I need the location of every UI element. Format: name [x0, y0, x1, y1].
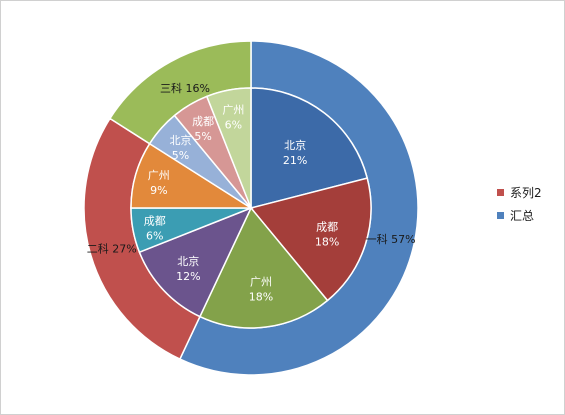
inner-label-pct-7: 5%: [194, 130, 211, 143]
inner-label-pct-5: 9%: [150, 184, 167, 197]
inner-label-pct-8: 6%: [225, 119, 242, 132]
outer-ring: [83, 40, 419, 376]
inner-slice-2: [198, 206, 329, 329]
inner-label-name-5: 广州: [148, 169, 170, 182]
legend-swatch-0: [497, 189, 504, 196]
inner-label-name-4: 成都: [144, 214, 166, 227]
inner-label-name-8: 广州: [222, 104, 244, 117]
outer-label-2: 三科 16%: [160, 81, 210, 95]
inner-ring: [130, 87, 372, 329]
inner-label-name-1: 成都: [316, 221, 338, 234]
outer-label-0: 一科 57%: [366, 232, 416, 246]
inner-label-pct-6: 5%: [172, 149, 189, 162]
inner-slice-1: [249, 177, 372, 302]
inner-label-pct-3: 12%: [176, 270, 200, 283]
inner-slice-8: [205, 87, 252, 209]
outer-label-1: 二科 27%: [87, 241, 137, 255]
legend-label-0: 系列2: [510, 186, 542, 200]
inner-label-pct-4: 6%: [146, 229, 163, 242]
inner-label-pct-1: 18%: [315, 236, 339, 249]
inner-label-pct-0: 21%: [283, 154, 307, 167]
inner-label-name-6: 北京: [169, 133, 191, 147]
inner-label-name-7: 成都: [192, 115, 214, 128]
inner-label-name-0: 北京: [284, 138, 306, 152]
legend-swatch-1: [497, 212, 504, 219]
inner-label-name-2: 广州: [250, 275, 272, 288]
inner-label-pct-2: 18%: [249, 290, 273, 303]
inner-slice-3: [138, 206, 253, 318]
outer-ring-labels: 一科 57% 二科 27% 三科 16%: [87, 81, 416, 256]
inner-label-name-3: 北京: [177, 254, 199, 268]
legend-label-1: 汇总: [510, 209, 534, 223]
inner-slice-0: [250, 87, 369, 209]
legend: 系列2 汇总: [497, 186, 542, 223]
